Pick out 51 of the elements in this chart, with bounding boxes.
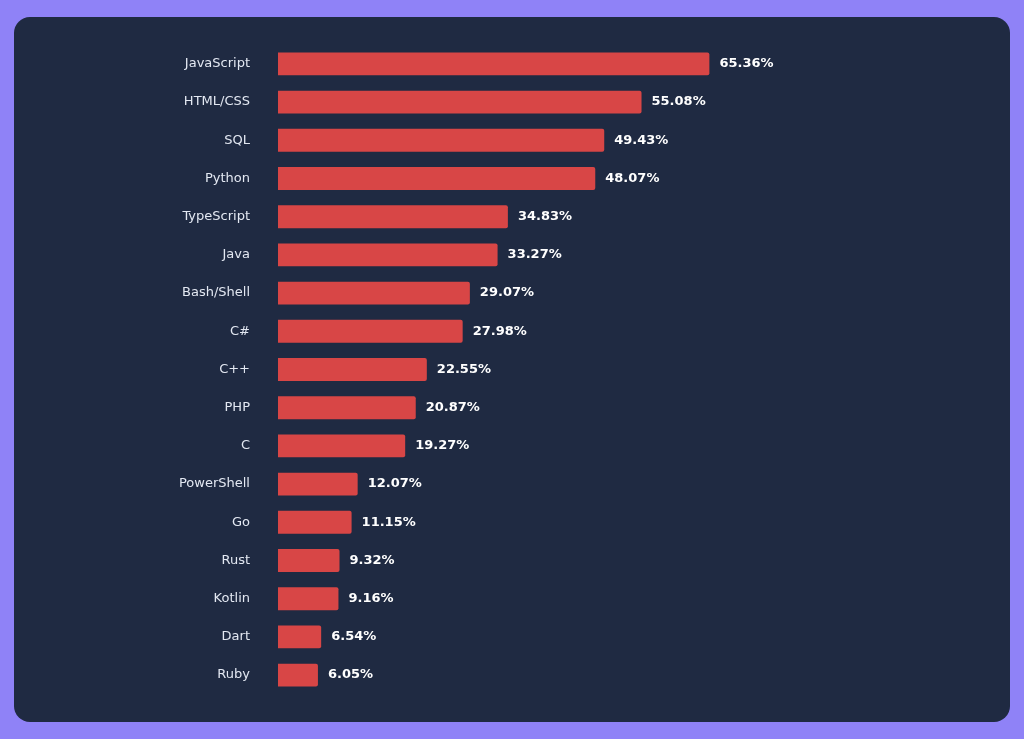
data-label: 20.87%	[425, 399, 480, 415]
data-label: 48.07%	[605, 169, 660, 185]
data-label: 55.08%	[651, 93, 706, 109]
y-tick-label: Kotlin	[213, 590, 250, 606]
bar	[278, 396, 416, 420]
bar	[278, 281, 470, 305]
data-label: 27.98%	[472, 322, 527, 338]
y-tick-label: C++	[219, 360, 250, 376]
y-tick-label: PowerShell	[178, 475, 250, 491]
bar	[278, 319, 463, 343]
data-label: 6.05%	[327, 666, 374, 682]
bar	[278, 205, 508, 229]
y-tick-label: Java	[221, 246, 250, 262]
y-tick-label: PHP	[224, 399, 251, 415]
bar	[278, 128, 605, 152]
y-tick-label: C#	[230, 322, 250, 338]
data-label: 6.54%	[331, 628, 377, 644]
bar	[278, 625, 322, 649]
y-tick-label: JavaScript	[183, 55, 250, 71]
bar	[278, 434, 406, 458]
data-label: 29.07%	[479, 284, 535, 300]
bar	[278, 52, 710, 76]
data-label: 11.15%	[361, 513, 416, 529]
y-tick-label: C	[240, 437, 250, 453]
data-label: 22.55%	[436, 360, 491, 376]
data-label: 19.27%	[415, 437, 470, 453]
y-tick-label: Bash/Shell	[182, 284, 250, 300]
y-tick-label: TypeScript	[181, 208, 250, 224]
y-tick-label: HTML/CSS	[183, 93, 250, 109]
data-label: 49.43%	[614, 131, 669, 147]
y-tick-label: SQL	[224, 131, 251, 147]
bar	[278, 167, 596, 190]
bar	[278, 472, 358, 496]
bar	[278, 549, 340, 572]
y-tick-label: Ruby	[217, 666, 251, 682]
data-label: 34.83%	[517, 208, 573, 224]
y-tick-label: Rust	[221, 551, 250, 567]
data-label: 33.27%	[507, 246, 562, 262]
bar	[278, 510, 352, 534]
data-label: 12.07%	[367, 475, 422, 491]
bar	[278, 358, 427, 381]
data-label: 9.16%	[348, 590, 394, 606]
data-label: 65.36%	[719, 55, 774, 71]
y-tick-label: Go	[231, 513, 251, 529]
y-tick-label: Dart	[221, 628, 250, 644]
data-label: 9.32%	[349, 551, 395, 567]
bar	[278, 90, 642, 114]
y-tick-label: Python	[204, 169, 250, 185]
bar	[278, 587, 339, 611]
bar	[278, 243, 498, 267]
bar	[278, 663, 318, 687]
